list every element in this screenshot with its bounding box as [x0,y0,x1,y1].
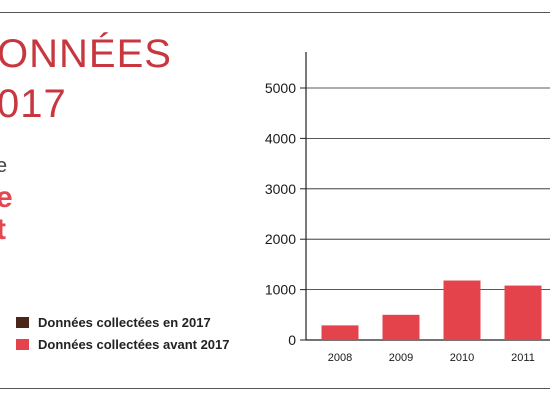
y-tick-label-0: 0 [288,332,296,348]
bar-before-2017-2010 [443,280,481,340]
x-tick-label-2008: 2008 [328,352,352,364]
frame-top-rule [0,12,550,13]
x-tick-label-2009: 2009 [389,352,413,364]
bar-before-2017-2008 [321,325,359,340]
title-line-2: 017 [0,82,67,126]
legend-item-2017: Données collectées en 2017 [16,312,230,332]
x-tick-label-2011: 2011 [511,352,535,364]
y-tick-label-5000: 5000 [265,80,296,96]
bar-before-2017-2009 [382,314,420,340]
legend-item-before-2017: Données collectées avant 2017 [16,334,230,354]
x-tick-label-2010: 2010 [450,352,474,364]
chart-legend: Données collectées en 2017 Données colle… [16,312,230,356]
frame-bottom-rule [0,388,550,389]
title-line-1: ONNÉES [0,32,172,76]
legend-swatch-2017 [16,316,29,328]
side-text-small: e [0,155,8,177]
legend-label-2017: Données collectées en 2017 [38,314,211,330]
y-tick-label-1000: 1000 [265,282,296,298]
y-tick-label-4000: 4000 [265,130,296,146]
legend-swatch-before-2017 [16,338,29,350]
y-tick-label-2000: 2000 [265,231,296,247]
side-text-big-1: e [0,181,13,214]
legend-label-before-2017: Données collectées avant 2017 [38,336,230,352]
y-tick-label-3000: 3000 [265,181,296,197]
side-text-big-2: t [0,213,6,246]
bar-before-2017-2011 [504,285,542,340]
